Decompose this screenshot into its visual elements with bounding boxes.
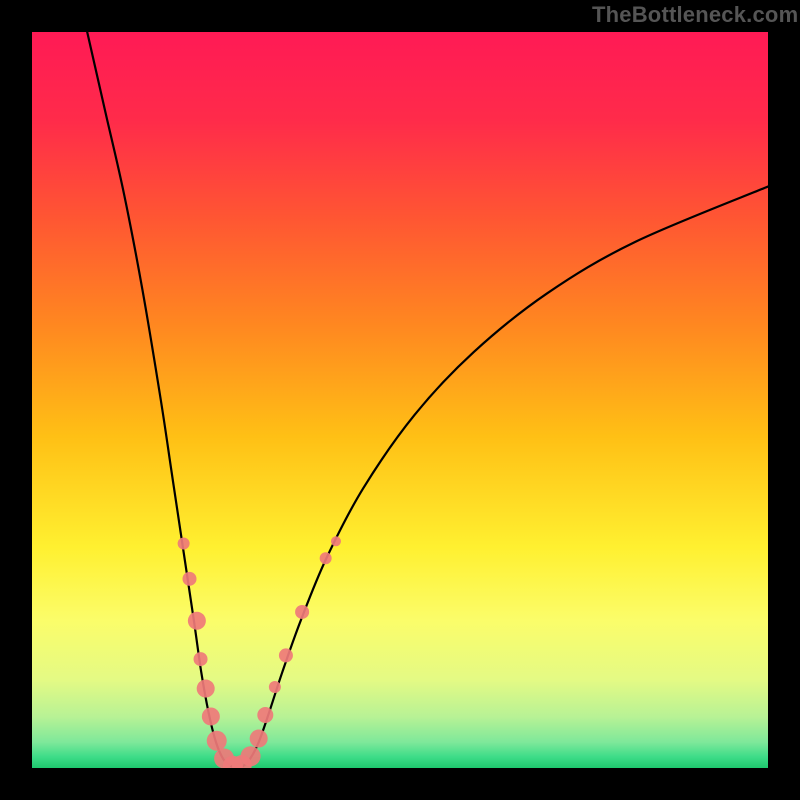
data-marker	[178, 538, 190, 550]
data-marker	[207, 731, 227, 751]
data-marker	[250, 730, 268, 748]
data-marker	[202, 707, 220, 725]
data-marker	[194, 652, 208, 666]
data-marker	[188, 612, 206, 630]
chart-svg	[32, 32, 768, 768]
data-marker	[279, 648, 293, 662]
data-marker	[197, 680, 215, 698]
data-marker	[331, 536, 341, 546]
data-marker	[241, 746, 261, 766]
data-marker	[320, 552, 332, 564]
gradient-background	[32, 32, 768, 768]
watermark-text: TheBottleneck.com	[592, 2, 798, 28]
data-marker	[257, 707, 273, 723]
data-marker	[183, 572, 197, 586]
data-marker	[295, 605, 309, 619]
plot-area	[32, 32, 768, 768]
data-marker	[269, 681, 281, 693]
